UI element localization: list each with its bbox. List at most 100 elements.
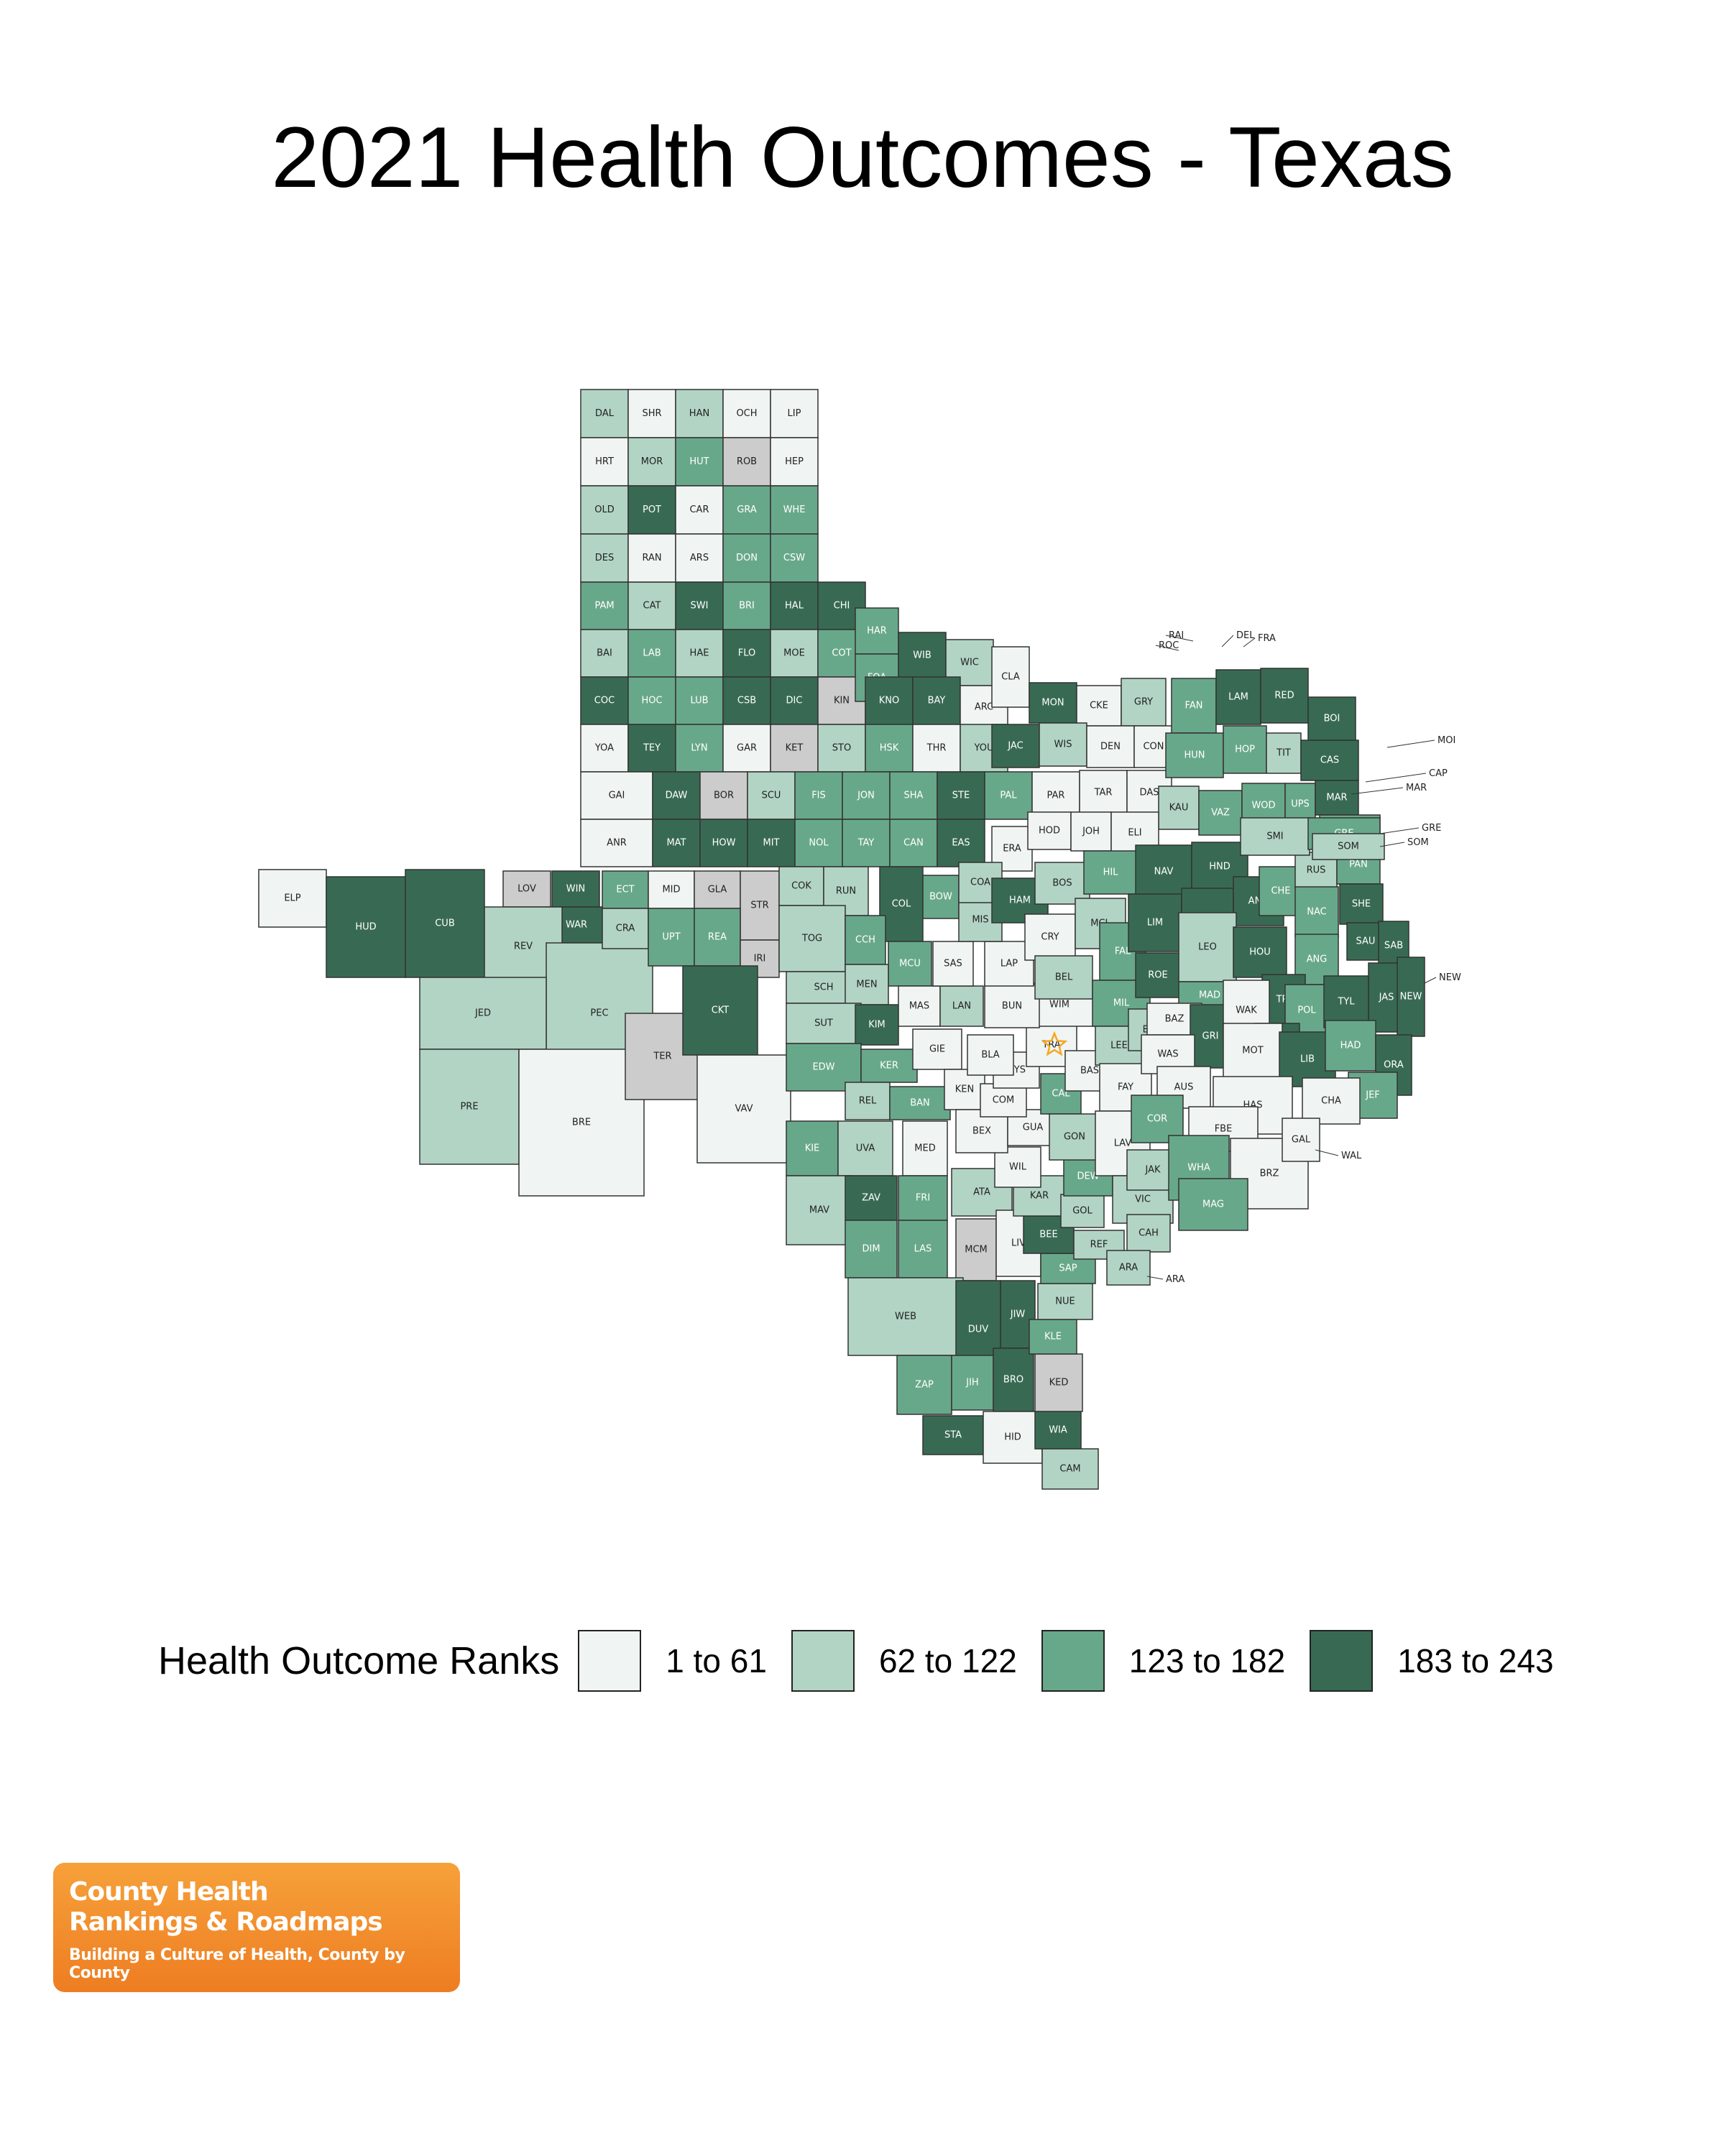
county-shape — [747, 771, 796, 820]
county-label: WAR — [566, 920, 587, 931]
county-label: BAZ — [1165, 1014, 1184, 1025]
county-web: WEB — [847, 1277, 964, 1356]
county-shape — [648, 870, 695, 909]
county-moe: MOE — [770, 629, 819, 678]
county-label: FIS — [811, 791, 826, 801]
county-don: DON — [722, 533, 771, 583]
county-label: SHA — [904, 791, 924, 801]
county-label: ANR — [607, 838, 627, 849]
county-shape — [1198, 790, 1243, 836]
county-lam: LAM — [1215, 669, 1261, 725]
county-label: LAS — [914, 1244, 932, 1255]
county-label: CAS — [1320, 755, 1339, 766]
county-label: GON — [1064, 1132, 1085, 1143]
county-label: PAL — [1000, 791, 1017, 801]
county-fri: FRI — [898, 1175, 948, 1221]
county-shape — [652, 771, 701, 820]
county-how: HOW — [699, 819, 748, 867]
county-shape — [889, 819, 938, 867]
county-whe: WHE — [770, 485, 819, 535]
county-label: KET — [786, 743, 804, 754]
county-ckt: CKT — [682, 965, 758, 1056]
county-label: BRI — [739, 601, 755, 612]
county-label: HAM — [1009, 895, 1031, 906]
leader-label-fra: FRA — [1258, 633, 1276, 644]
county-hsk: HSK — [865, 724, 914, 773]
county-label: WIL — [1009, 1162, 1027, 1173]
county-label: HRT — [595, 456, 614, 467]
county-shape — [1031, 771, 1080, 820]
county-shape — [1024, 913, 1076, 961]
county-cha: CHA — [1302, 1077, 1361, 1125]
county-shape — [984, 941, 1034, 987]
county-bun: BUN — [984, 984, 1040, 1028]
county-shape — [627, 676, 676, 725]
county-win: WIN — [551, 870, 600, 908]
county-sto: STO — [817, 724, 866, 773]
county-tit: TIT — [1266, 732, 1302, 774]
county-label: DES — [595, 553, 614, 563]
county-shape — [896, 1355, 952, 1415]
county-hun: HUN — [1165, 732, 1224, 778]
county-cch: CCH — [845, 915, 886, 965]
county-shape — [889, 1086, 951, 1120]
county-label: RUS — [1307, 865, 1326, 876]
county-shape — [912, 676, 961, 725]
county-shape — [722, 581, 771, 630]
county-shape — [1060, 1194, 1105, 1228]
county-label: WOD — [1251, 801, 1275, 811]
county-label: WAS — [1157, 1049, 1178, 1060]
county-shape — [1260, 668, 1309, 724]
county-label: CKE — [1090, 701, 1108, 711]
county-label: SMI — [1266, 831, 1283, 842]
county-hod: HOD — [1027, 811, 1072, 850]
county-label: GRI — [1202, 1031, 1219, 1042]
county-label: NOL — [809, 838, 829, 849]
county-wis: WIS — [1039, 722, 1087, 767]
county-label: HOC — [641, 696, 662, 706]
legend-label-2: 62 to 122 — [878, 1642, 1017, 1680]
county-label: TER — [653, 1051, 671, 1062]
county-shape — [675, 629, 724, 678]
legend-swatch-2 — [791, 1630, 855, 1692]
county-shape — [912, 1028, 962, 1070]
county-bre: BRE — [518, 1049, 645, 1197]
county-label: JIH — [965, 1378, 978, 1388]
county-shape — [580, 724, 629, 773]
county-label: COA — [970, 877, 990, 888]
county-daw: DAW — [652, 771, 701, 820]
county-shape — [1131, 1095, 1184, 1143]
county-shape — [794, 771, 843, 820]
county-car: CAR — [675, 485, 724, 535]
county-label: BEX — [972, 1126, 991, 1137]
county-label: BOI — [1324, 714, 1340, 724]
county-label: LAN — [952, 1001, 971, 1012]
county-bri: BRI — [722, 581, 771, 630]
county-label: HAD — [1340, 1041, 1361, 1051]
county-label: TYL — [1337, 997, 1355, 1008]
county-label: LIV — [1011, 1238, 1026, 1249]
county-mor: MOR — [627, 437, 676, 487]
county-lim: LIM — [1128, 893, 1182, 952]
county-label: MAD — [1199, 990, 1220, 1001]
leader-line-roc — [1155, 645, 1179, 651]
county-label: NAC — [1307, 907, 1326, 918]
county-shape — [879, 866, 924, 942]
county-label: WIN — [566, 884, 585, 895]
county-label: WIM — [1049, 1000, 1070, 1010]
county-label: HUD — [355, 922, 376, 933]
county-gry: GRY — [1121, 678, 1167, 727]
county-shape — [1315, 780, 1359, 816]
county-zap: ZAP — [896, 1355, 952, 1415]
county-shape — [1312, 833, 1385, 860]
county-label: BOW — [929, 892, 952, 903]
county-scu: SCU — [747, 771, 796, 820]
county-label: UVA — [856, 1143, 875, 1154]
leader-label-ara: ARA — [1166, 1274, 1184, 1285]
county-label: HND — [1209, 862, 1230, 872]
logo-line-2: Rankings & Roadmaps — [69, 1907, 383, 1937]
county-label: DUV — [968, 1325, 989, 1335]
county-label: GUA — [1023, 1123, 1044, 1133]
county-label: LAB — [643, 648, 661, 659]
county-label: WHA — [1187, 1163, 1210, 1174]
